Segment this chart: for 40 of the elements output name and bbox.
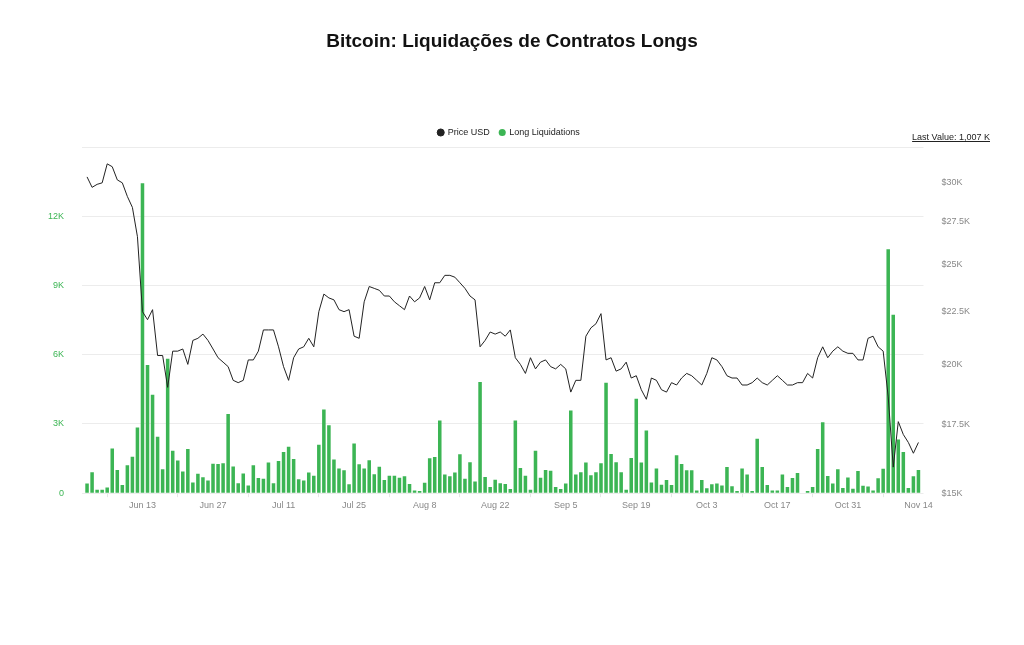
bar xyxy=(553,486,558,493)
bar xyxy=(558,489,563,493)
x-tick-label: Jul 11 xyxy=(271,500,296,511)
x-tick-label: Jun 27 xyxy=(199,500,227,511)
bar xyxy=(528,489,533,493)
y-tick-label: 3K xyxy=(53,418,65,429)
bar xyxy=(412,490,417,493)
x-tick-label: Sep 19 xyxy=(622,500,651,511)
x-tick-label: Aug 8 xyxy=(412,500,437,511)
y-tick-label: 9K xyxy=(53,279,65,290)
y2-tick-label: $25K xyxy=(941,258,963,269)
y-tick-label: 0 xyxy=(59,487,65,498)
bar xyxy=(508,489,513,493)
bar xyxy=(694,490,699,493)
y-tick-label: 6K xyxy=(53,349,65,360)
x-tick-label: Aug 22 xyxy=(480,500,510,511)
y2-tick-label: $17.5K xyxy=(941,418,971,429)
legend-label: Long Liquidations xyxy=(509,126,581,137)
x-tick-label: Jun 13 xyxy=(128,500,156,511)
y2-tick-label: $22.5K xyxy=(941,306,971,317)
legend-label: Price USD xyxy=(447,126,491,137)
x-tick-label: Nov 14 xyxy=(904,500,933,511)
y2-tick-label: $30K xyxy=(941,177,963,188)
x-tick-label: Jul 25 xyxy=(342,500,367,511)
bar xyxy=(271,483,276,493)
chart-title: Bitcoin: Liquidações de Contratos Longs xyxy=(325,29,699,53)
x-tick-label: Oct 3 xyxy=(696,500,718,511)
text: Last Value: 1,007 K xyxy=(912,132,990,142)
bar xyxy=(785,486,790,493)
bar xyxy=(770,490,775,493)
x-tick-label: Oct 17 xyxy=(764,500,791,511)
y2-tick-label: $15K xyxy=(941,487,963,498)
bar xyxy=(775,490,780,493)
y-tick-label: 12K xyxy=(48,210,65,221)
bar xyxy=(906,488,911,493)
x-tick-label: Sep 5 xyxy=(553,500,578,511)
y2-tick-label: $20K xyxy=(941,358,963,369)
bar xyxy=(810,486,815,493)
x-tick-label: Oct 31 xyxy=(834,500,862,511)
y2-tick-label: $27.5K xyxy=(941,216,971,227)
